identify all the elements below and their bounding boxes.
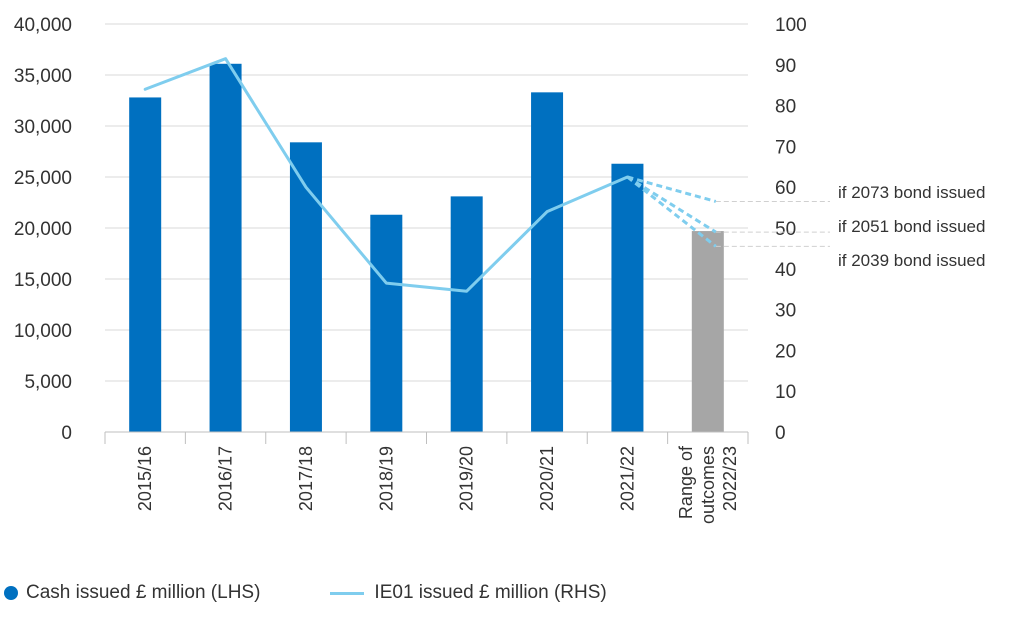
projection-line	[626, 175, 717, 234]
right-tick-label: 10	[775, 382, 796, 403]
left-tick-label: 5,000	[24, 372, 72, 393]
ie01-line	[143, 57, 629, 293]
bar-series	[129, 63, 724, 433]
bar	[531, 92, 564, 432]
right-tick-label: 0	[775, 423, 786, 444]
left-tick-label: 35,000	[14, 66, 72, 87]
bar	[289, 142, 322, 432]
legend-item-bar: Cash issued £ million (LHS)	[0, 582, 260, 604]
bar	[611, 163, 644, 433]
right-tick-label: 50	[775, 219, 796, 240]
category-axis: 2015/16 2016/17 2017/18 2018/19 2019/20 2020/…	[104, 431, 749, 524]
bar	[450, 196, 483, 432]
category-label: 2020/21	[537, 446, 557, 511]
right-tick-label: 20	[775, 341, 796, 362]
category-label: 2021/22	[617, 446, 637, 511]
left-tick-label: 0	[61, 423, 72, 444]
category-label: 2022/23	[720, 446, 740, 511]
right-tick-label: 40	[775, 260, 796, 281]
category-label: outcomes	[698, 446, 718, 524]
legend-line-label: IE01 issued £ million (RHS)	[374, 582, 607, 603]
left-tick-label: 30,000	[14, 117, 72, 138]
legend: Cash issued £ million (LHS) IE01 issued …	[0, 578, 607, 608]
legend-bar-label: Cash issued £ million (LHS)	[26, 582, 261, 603]
right-tick-label: 70	[775, 137, 796, 158]
legend-bar-swatch	[4, 586, 18, 600]
projection-label: if 2051 bond issued	[838, 217, 985, 236]
projection-lines	[626, 175, 717, 248]
left-tick-label: 15,000	[14, 270, 72, 291]
category-label: 2019/20	[457, 446, 477, 511]
right-axis: 0 10 20 30 40 50 60 70 80 90 100	[775, 15, 807, 444]
category-label: 2017/18	[296, 446, 316, 511]
bar	[129, 97, 162, 432]
line-series	[143, 57, 629, 293]
annotation-guides	[715, 200, 830, 247]
left-tick-label: 10,000	[14, 321, 72, 342]
category-label: 2015/16	[135, 446, 155, 511]
right-tick-label: 60	[775, 178, 796, 199]
bar	[370, 214, 403, 432]
projection-line	[627, 175, 717, 203]
projection-label: if 2039 bond issued	[838, 251, 985, 270]
left-tick-label: 40,000	[14, 15, 72, 36]
left-axis: 0 5,000 10,000 15,000 20,000 25,000 30,000 35,0…	[14, 15, 72, 444]
range-bar	[691, 231, 724, 432]
right-tick-label: 100	[775, 15, 807, 36]
right-tick-label: 30	[775, 301, 796, 322]
annotations: if 2073 bond issued if 2051 bond issued if…	[838, 183, 985, 270]
category-label: 2016/17	[216, 446, 236, 511]
bar	[209, 63, 242, 432]
gridlines	[105, 23, 748, 382]
left-tick-label: 20,000	[14, 219, 72, 240]
projection-line	[626, 175, 717, 248]
projection-label: if 2073 bond issued	[838, 183, 985, 202]
category-label: Range of	[676, 445, 696, 519]
right-tick-label: 90	[775, 56, 796, 77]
right-tick-label: 80	[775, 97, 796, 118]
legend-line-swatch	[330, 591, 365, 595]
category-label: 2018/19	[376, 446, 396, 511]
left-tick-label: 25,000	[14, 168, 72, 189]
legend-item-line: IE01 issued £ million (RHS)	[260, 582, 607, 604]
